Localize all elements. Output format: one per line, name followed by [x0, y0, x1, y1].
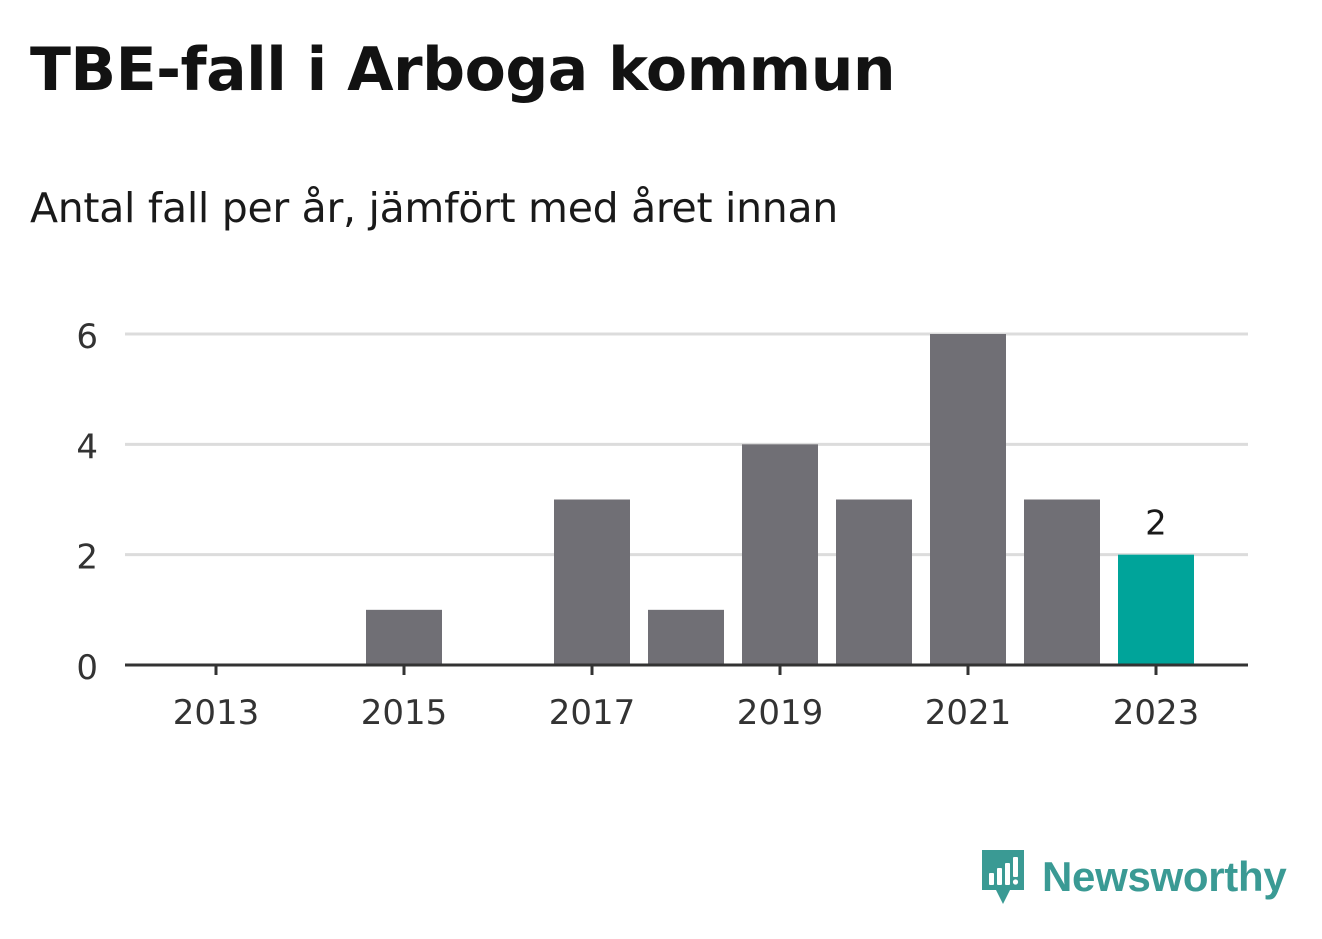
bar-2023 — [1118, 554, 1194, 665]
bar-2019 — [742, 444, 818, 665]
bar-2022 — [1024, 499, 1100, 665]
y-tick-label-2: 2 — [76, 538, 98, 578]
bar-2021 — [930, 334, 1006, 665]
x-tick-label-2021: 2021 — [925, 693, 1012, 733]
y-tick-label-6: 6 — [76, 317, 98, 357]
bar-2017 — [554, 499, 630, 665]
bar-2020 — [836, 499, 912, 665]
x-tick-label-2017: 2017 — [549, 693, 636, 733]
bar-2018 — [648, 609, 724, 665]
chart-subtitle: Antal fall per år, jämfört med året inna… — [30, 184, 838, 232]
y-tick-label-0: 0 — [76, 648, 98, 688]
x-tick-label-2015: 2015 — [361, 693, 448, 733]
bar-chart: 0 2 4 6 2 2013 2015 2017 2019 2021 2023 — [76, 317, 1248, 733]
y-tick-label-4: 4 — [76, 427, 98, 467]
x-tick-label-2019: 2019 — [737, 693, 824, 733]
x-tick-label-2023: 2023 — [1113, 693, 1200, 733]
data-label-2023: 2 — [1145, 504, 1167, 544]
bar-2015 — [366, 609, 442, 665]
brand-name: Newsworthy — [1042, 853, 1287, 900]
bar-chart-speech-bubble-icon — [982, 850, 1024, 904]
x-tick-label-2013: 2013 — [173, 693, 260, 733]
newsworthy-logo: Newsworthy — [978, 846, 1287, 908]
chart-title: TBE-fall i Arboga kommun — [30, 35, 896, 105]
